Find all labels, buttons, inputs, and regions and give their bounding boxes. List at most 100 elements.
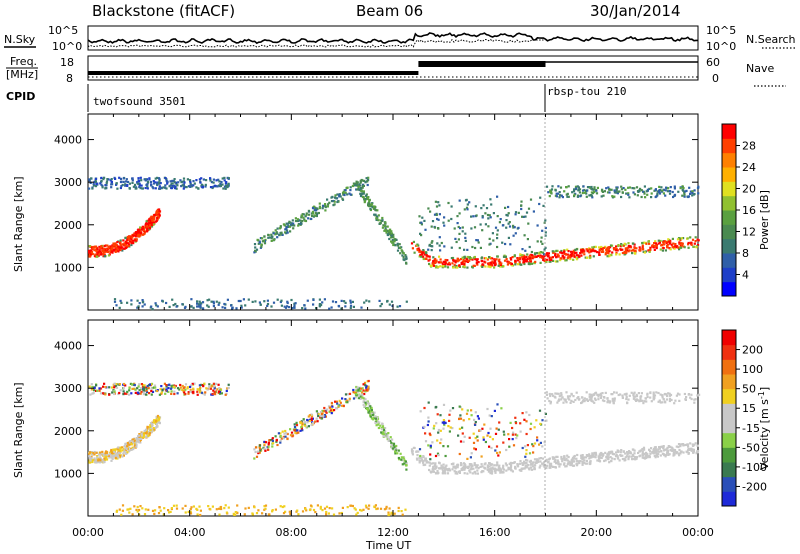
echo-point	[599, 396, 603, 399]
echo-point	[237, 299, 240, 303]
echo-point	[187, 391, 190, 394]
echo-point	[386, 225, 389, 228]
echo-point	[151, 219, 154, 222]
echo-point	[634, 250, 637, 253]
echo-point	[641, 244, 644, 247]
echo-point	[276, 298, 279, 301]
echo-point	[592, 255, 595, 258]
echo-point	[281, 505, 284, 509]
echo-point	[550, 188, 554, 191]
echo-point	[450, 246, 453, 249]
echo-point	[490, 446, 493, 450]
echo-point	[363, 392, 366, 396]
echo-point	[103, 457, 106, 460]
echo-point	[424, 432, 427, 435]
echo-point	[121, 449, 124, 452]
echo-point	[423, 459, 426, 462]
echo-point	[620, 243, 623, 246]
echo-point	[666, 446, 669, 449]
echo-point	[493, 264, 497, 267]
echo-point	[362, 184, 365, 187]
echo-point	[568, 395, 572, 398]
echo-point	[294, 431, 297, 434]
echo-point	[691, 190, 694, 193]
echo-point	[122, 180, 125, 183]
echo-point	[110, 459, 113, 462]
echo-point	[684, 443, 687, 447]
echo-point	[682, 443, 685, 446]
echo-point	[215, 300, 218, 303]
echo-point	[263, 440, 266, 443]
echo-point	[135, 238, 138, 241]
echo-point	[572, 254, 575, 257]
echo-point	[514, 213, 517, 216]
echo-point	[137, 182, 140, 186]
echo-point	[156, 211, 159, 214]
echo-point	[539, 261, 542, 264]
echo-point	[545, 260, 548, 264]
echo-point	[488, 462, 491, 465]
echo-point	[547, 460, 550, 464]
echo-point	[522, 261, 525, 264]
echo-point	[544, 226, 547, 230]
echo-point	[671, 190, 674, 194]
echo-point	[463, 257, 466, 260]
echo-point	[293, 306, 296, 309]
echo-point	[566, 257, 569, 260]
echo-point	[541, 242, 544, 245]
echo-point	[665, 448, 668, 451]
echo-point	[457, 434, 460, 437]
echo-point	[628, 186, 632, 189]
echo-point	[362, 397, 365, 400]
echo-point	[234, 511, 237, 514]
echo-point	[687, 447, 690, 451]
echo-point	[447, 201, 450, 205]
echo-point	[497, 260, 500, 263]
echo-point	[549, 400, 552, 403]
echo-point	[200, 391, 203, 394]
echo-point	[480, 463, 483, 466]
echo-point	[618, 253, 621, 256]
echo-point	[539, 422, 542, 425]
y-tick-label: 1000	[54, 467, 82, 480]
echo-point	[359, 397, 362, 400]
echo-point	[566, 454, 569, 457]
echo-point	[511, 462, 514, 465]
echo-point	[338, 399, 341, 402]
cpid-segment-2: rbsp-tou 210	[547, 85, 626, 98]
echo-point	[633, 243, 636, 246]
echo-point	[109, 451, 112, 454]
echo-point	[604, 253, 607, 256]
echo-point	[217, 184, 221, 187]
echo-point	[189, 512, 193, 515]
echo-point	[289, 224, 293, 227]
echo-point	[128, 389, 131, 392]
echo-point	[668, 394, 671, 397]
echo-point	[575, 256, 578, 260]
echo-point	[199, 386, 202, 389]
echo-point	[134, 232, 137, 235]
echo-point	[412, 240, 415, 243]
echo-point	[359, 387, 362, 390]
echo-point	[400, 456, 403, 459]
echo-point	[94, 253, 97, 256]
echo-point	[186, 387, 189, 390]
echo-point	[102, 254, 105, 257]
echo-point	[496, 245, 499, 249]
echo-point	[505, 226, 508, 229]
echo-point	[429, 210, 432, 213]
echo-point	[635, 247, 638, 250]
echo-point	[184, 383, 188, 386]
echo-point	[345, 401, 348, 404]
echo-point	[367, 178, 370, 182]
echo-point	[279, 439, 282, 442]
echo-point	[157, 512, 161, 515]
echo-point	[536, 240, 539, 243]
echo-point	[422, 463, 425, 467]
echo-point	[286, 305, 289, 308]
echo-point	[405, 255, 408, 258]
echo-point	[99, 182, 102, 185]
echo-point	[264, 238, 267, 241]
echo-point	[578, 255, 581, 258]
